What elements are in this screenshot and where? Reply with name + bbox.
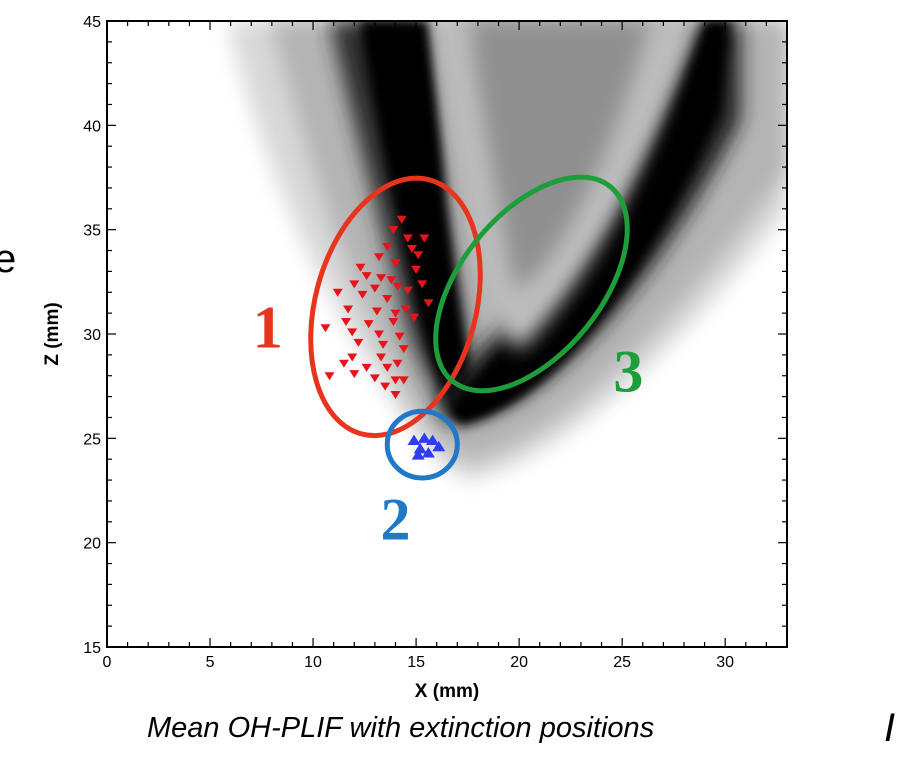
x-tick-label: 25 — [613, 654, 631, 671]
extinction-point-down — [409, 313, 420, 322]
axis-ticks — [106, 20, 788, 648]
extinction-point-down — [392, 282, 403, 291]
region-2-outline — [384, 408, 460, 481]
y-axis-label: Z (mm) — [42, 302, 63, 365]
region-3-label: 3 — [613, 339, 643, 405]
extinction-point-down — [353, 338, 364, 347]
extinction-point-down — [374, 253, 384, 262]
extinction-point-down — [338, 359, 349, 368]
extinction-point-down — [402, 234, 413, 243]
extinction-point-down — [324, 372, 335, 381]
extinction-point-down — [394, 332, 405, 341]
y-tick-label: 30 — [83, 327, 101, 344]
extinction-point-down — [347, 353, 358, 362]
extinction-point-down — [398, 345, 409, 354]
x-tick-label: 20 — [510, 654, 528, 671]
extinction-point-down — [349, 370, 360, 379]
extinction-point-down — [413, 251, 424, 260]
y-tick-labels: 15 20 25 30 35 40 45 — [83, 14, 101, 657]
extinction-point-down — [369, 284, 380, 293]
extinction-point-down — [388, 317, 399, 326]
extinction-point-up — [421, 447, 435, 458]
x-tick-label: 5 — [206, 654, 215, 671]
extinction-point-down — [361, 272, 372, 281]
extinction-point-down — [390, 391, 401, 400]
extinction-points — [320, 215, 446, 460]
region-annotations: 1 2 3 — [253, 174, 643, 553]
region-3-outline — [433, 174, 630, 394]
extinction-point-up — [411, 449, 425, 460]
extinction-point-up — [432, 440, 446, 452]
extinction-point-down — [382, 242, 393, 251]
extinction-point-down — [419, 234, 430, 243]
extinction-point-down — [320, 324, 331, 333]
extinction-point-down — [411, 265, 422, 274]
bottom-right-text-fragment: I — [884, 706, 896, 750]
extinction-point-down — [332, 288, 343, 297]
extinction-point-down — [371, 307, 382, 316]
extinction-point-down — [374, 330, 384, 339]
y-tick-label: 40 — [83, 118, 101, 135]
extinction-point-down — [417, 280, 428, 289]
extinction-point-down — [392, 359, 403, 368]
y-tick-label: 20 — [83, 536, 101, 553]
extinction-point-down — [390, 259, 401, 268]
extinction-point-down — [396, 215, 407, 224]
y-tick-label: 35 — [83, 223, 101, 240]
region-1-label: 1 — [253, 295, 283, 361]
extinction-point-down — [382, 295, 393, 304]
extinction-point-up — [407, 434, 421, 445]
extinction-point-down — [357, 290, 368, 299]
x-axis-label: X (mm) — [415, 681, 479, 702]
extinction-point-up — [426, 434, 440, 445]
extinction-point-up — [413, 442, 427, 454]
extinction-point-down — [355, 263, 366, 272]
left-edge-text-fragment: e — [0, 237, 17, 281]
extinction-point-down — [390, 376, 401, 385]
extinction-point-down — [363, 320, 374, 329]
y-tick-label: 45 — [83, 14, 101, 31]
x-tick-label: 10 — [304, 654, 322, 671]
extinction-point-down — [423, 299, 434, 308]
extinction-point-down — [376, 353, 387, 362]
extinction-point-down — [388, 226, 399, 235]
y-tick-label: 25 — [83, 431, 101, 448]
region-2-label: 2 — [380, 487, 410, 553]
extinction-point-down — [398, 376, 409, 385]
figure-caption: Mean OH-PLIF with extinction positions — [147, 712, 655, 744]
oh-plif-field — [228, 21, 787, 480]
extinction-point-down — [361, 363, 372, 372]
x-tick-label: 30 — [716, 654, 734, 671]
extinction-point-down — [376, 274, 387, 283]
extinction-point-down — [402, 286, 413, 295]
extinction-point-down — [378, 340, 389, 349]
x-tick-labels: 0 5 10 15 20 25 30 — [103, 654, 735, 671]
extinction-point-down — [382, 363, 393, 372]
extinction-point-down — [400, 305, 411, 314]
x-tick-label: 0 — [103, 654, 112, 671]
extinction-point-down — [347, 328, 358, 337]
extinction-point-up — [417, 432, 431, 443]
extinction-point-down — [343, 305, 354, 314]
extinction-point-down — [390, 309, 401, 318]
y-tick-label: 15 — [83, 640, 101, 657]
extinction-point-down — [369, 374, 380, 383]
extinction-point-down — [349, 280, 360, 289]
extinction-point-down — [386, 276, 397, 285]
extinction-point-down — [406, 244, 417, 253]
extinction-point-down — [380, 382, 391, 391]
region-1-outline — [308, 175, 483, 439]
x-tick-label: 15 — [407, 654, 425, 671]
extinction-point-down — [341, 317, 352, 326]
